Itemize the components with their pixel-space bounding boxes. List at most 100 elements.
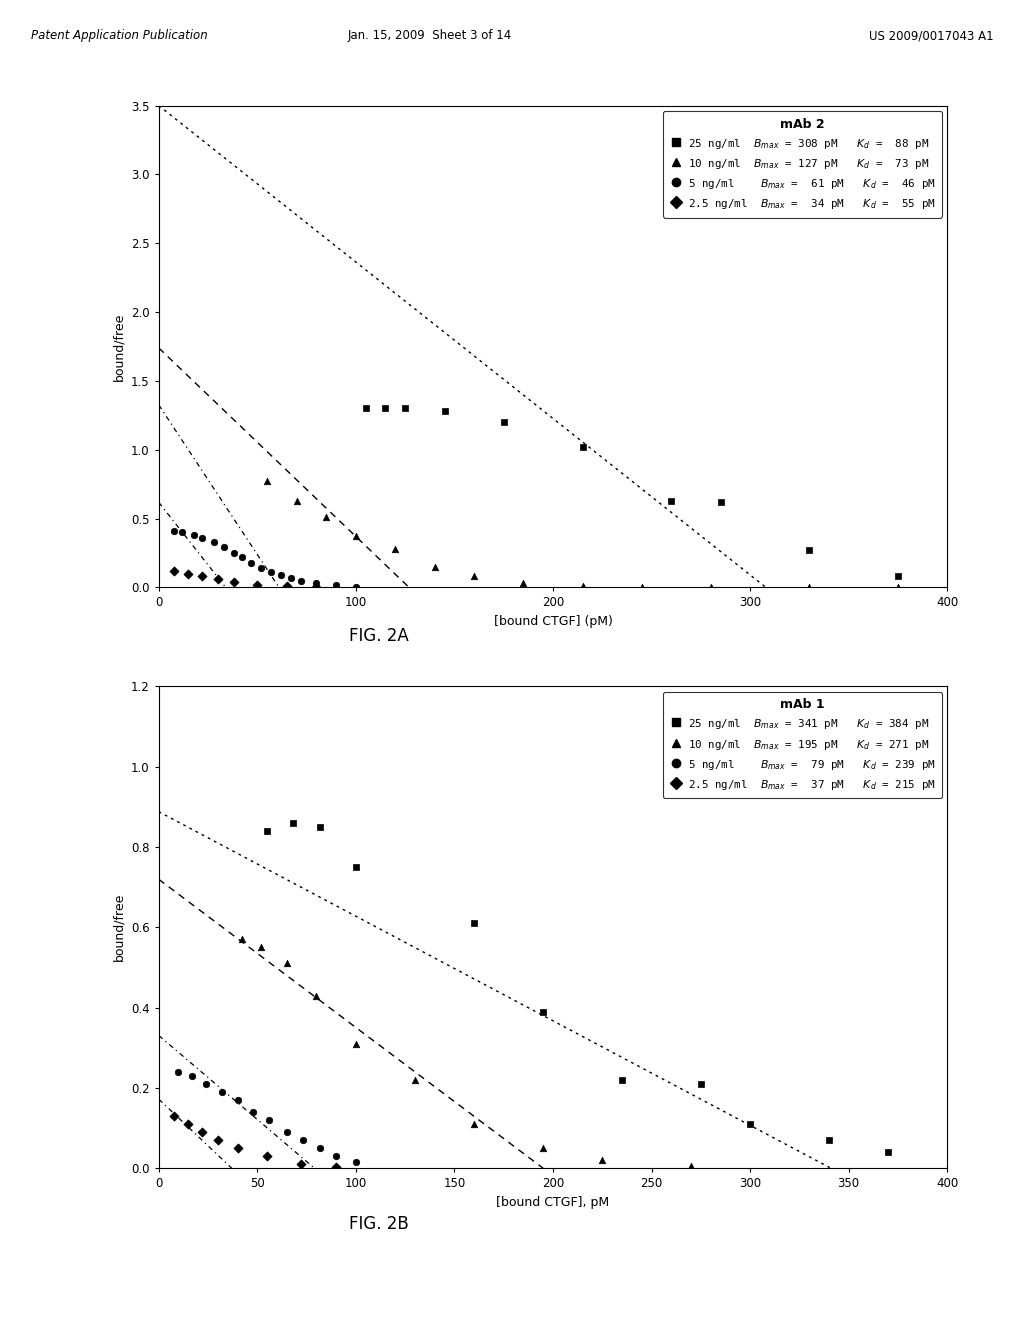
Point <box>436 401 453 422</box>
Point <box>407 1069 423 1090</box>
Point <box>328 574 344 595</box>
Point <box>184 1065 201 1086</box>
Point <box>293 1154 309 1175</box>
Point <box>210 1130 226 1151</box>
Point <box>253 937 269 958</box>
Y-axis label: bound/free: bound/free <box>113 894 125 961</box>
Point <box>634 576 650 597</box>
Point <box>206 532 222 553</box>
Point <box>289 490 305 511</box>
Point <box>664 490 680 511</box>
Point <box>702 577 719 598</box>
Point <box>515 573 531 594</box>
Point <box>890 577 906 598</box>
Point <box>348 1151 365 1172</box>
Point <box>466 566 482 587</box>
X-axis label: [bound CTGF] (pM): [bound CTGF] (pM) <box>494 615 612 628</box>
Point <box>348 525 365 546</box>
Point <box>594 1150 610 1171</box>
Point <box>801 577 817 598</box>
Point <box>397 397 414 418</box>
Text: FIG. 2B: FIG. 2B <box>349 1214 409 1233</box>
Point <box>279 953 295 974</box>
Point <box>741 1114 758 1135</box>
Point <box>312 1138 329 1159</box>
Point <box>166 520 182 541</box>
Point <box>229 1089 246 1110</box>
Point <box>186 524 203 545</box>
Point <box>348 857 365 878</box>
Point <box>229 1138 246 1159</box>
Point <box>496 412 512 433</box>
Point <box>225 543 242 564</box>
Point <box>574 437 591 458</box>
Point <box>233 546 250 568</box>
Point <box>821 1130 838 1151</box>
Point <box>180 1114 197 1135</box>
Point <box>308 985 325 1006</box>
Text: US 2009/0017043 A1: US 2009/0017043 A1 <box>868 29 993 42</box>
Point <box>214 1081 230 1102</box>
Point <box>210 569 226 590</box>
X-axis label: [bound CTGF], pM: [bound CTGF], pM <box>497 1196 609 1209</box>
Text: Jan. 15, 2009  Sheet 3 of 14: Jan. 15, 2009 Sheet 3 of 14 <box>348 29 512 42</box>
Point <box>243 552 259 573</box>
Point <box>293 570 309 591</box>
Point <box>426 556 442 577</box>
Point <box>166 560 182 581</box>
Point <box>692 1073 709 1094</box>
Point <box>348 576 365 597</box>
Point <box>890 566 906 587</box>
Point <box>272 565 289 586</box>
Point <box>683 1155 699 1176</box>
Point <box>295 1130 311 1151</box>
Point <box>308 577 325 598</box>
Point <box>466 1114 482 1135</box>
Point <box>466 912 482 933</box>
Point <box>535 1001 551 1022</box>
Point <box>259 820 275 842</box>
Point <box>801 540 817 561</box>
Point <box>194 566 210 587</box>
Point <box>348 1034 365 1055</box>
Point <box>574 576 591 597</box>
Point <box>279 576 295 597</box>
Point <box>357 397 374 418</box>
Legend: 25 ng/ml  $B_{max}$ = 341 pM   $K_d$ = 384 pM, 10 ng/ml  $B_{max}$ = 195 pM   $K: 25 ng/ml $B_{max}$ = 341 pM $K_d$ = 384 … <box>663 692 942 799</box>
Point <box>180 564 197 585</box>
Point <box>328 1146 344 1167</box>
Point <box>166 1105 182 1126</box>
Point <box>535 1138 551 1159</box>
Point <box>312 816 329 837</box>
Point <box>259 1146 275 1167</box>
Point <box>261 1109 278 1130</box>
Point <box>233 929 250 950</box>
Point <box>174 521 190 543</box>
Legend: 25 ng/ml  $B_{max}$ = 308 pM   $K_d$ =  88 pM, 10 ng/ml  $B_{max}$ = 127 pM   $K: 25 ng/ml $B_{max}$ = 308 pM $K_d$ = 88 p… <box>663 111 942 218</box>
Point <box>377 397 393 418</box>
Point <box>194 1122 210 1143</box>
Text: FIG. 2A: FIG. 2A <box>349 627 409 645</box>
Point <box>225 572 242 593</box>
Point <box>308 573 325 594</box>
Point <box>194 527 210 548</box>
Text: Patent Application Publication: Patent Application Publication <box>31 29 208 42</box>
Y-axis label: bound/free: bound/free <box>113 313 126 380</box>
Point <box>253 557 269 578</box>
Point <box>328 1156 344 1177</box>
Point <box>170 1061 186 1082</box>
Point <box>285 812 301 833</box>
Point <box>880 1142 896 1163</box>
Point <box>263 562 280 583</box>
Point <box>713 491 729 512</box>
Point <box>245 1101 261 1122</box>
Point <box>318 507 335 528</box>
Point <box>216 537 232 558</box>
Point <box>283 568 299 589</box>
Point <box>279 1122 295 1143</box>
Point <box>249 574 265 595</box>
Point <box>387 539 403 560</box>
Point <box>613 1069 630 1090</box>
Point <box>198 1073 214 1094</box>
Point <box>259 471 275 492</box>
